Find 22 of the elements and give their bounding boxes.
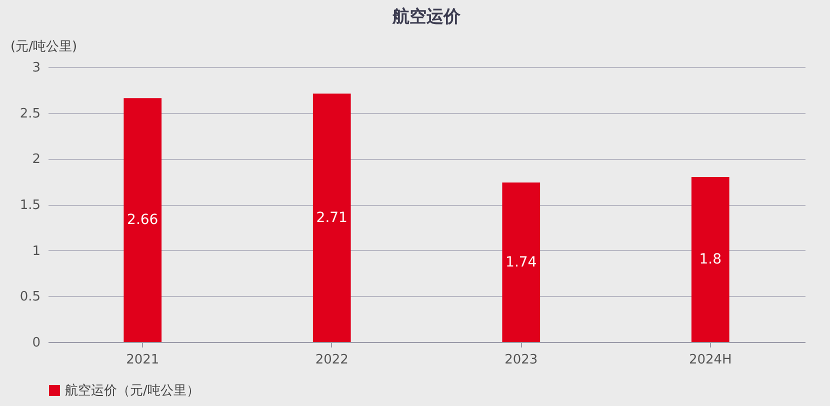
bar [124, 98, 162, 342]
x-tick-label: 2021 [126, 352, 160, 368]
x-tick-label: 2023 [504, 352, 538, 368]
y-axis-title: (元/吨公里) [10, 40, 78, 54]
y-tick-label: 0 [32, 336, 40, 350]
y-tick-label: 3 [32, 60, 40, 76]
chart-title: 航空运价 [392, 7, 462, 27]
y-tick-label: 2 [32, 152, 40, 168]
x-tick-label: 2024H [688, 352, 732, 368]
bar [502, 182, 540, 342]
y-tick-label: 1.5 [20, 198, 40, 213]
y-tick-label: 2.5 [20, 106, 40, 122]
x-tick-label: 2022 [315, 352, 348, 368]
y-tick-label: 1 [32, 244, 40, 259]
data-label: 2.71 [316, 210, 348, 226]
legend-label: 航空运价（元/吨公里） [65, 384, 200, 398]
bar [691, 177, 730, 342]
bar [312, 94, 351, 342]
y-tick-label: 0.5 [20, 290, 40, 305]
data-label: 1.74 [506, 254, 537, 270]
data-label: 1.8 [699, 252, 722, 268]
data-label: 2.66 [127, 212, 158, 228]
